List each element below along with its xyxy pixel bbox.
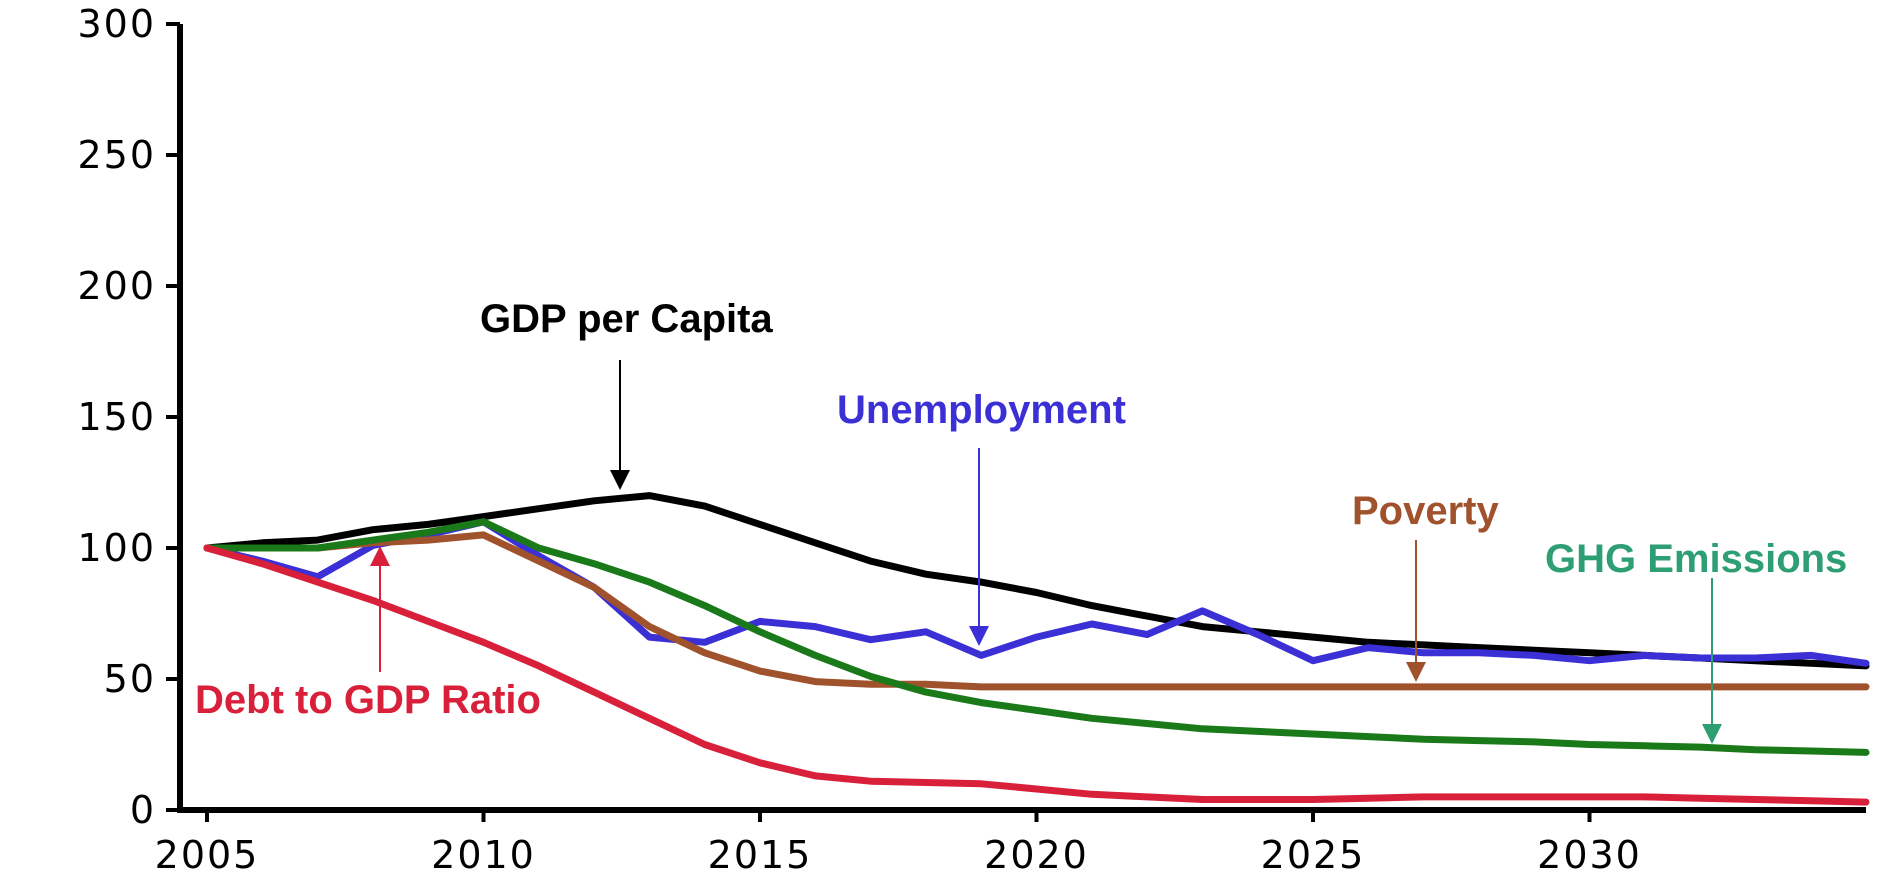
y-tick-label: 0 [130,788,156,832]
x-tick-label: 2005 [155,833,260,874]
x-axis-ticks: 2005 2010 2015 2020 2025 2030 [155,810,1642,874]
series-lines [203,492,1870,806]
series-line-debt-to-gdp-ratio [203,544,1870,806]
unemployment-label: Unemployment [837,388,1126,432]
gdp-per-capita-label: GDP per Capita [480,297,773,341]
series-line-ghg-emissions [203,518,1870,756]
series-line-poverty [203,531,1870,691]
x-tick-label: 2030 [1537,833,1642,874]
y-tick-label: 100 [77,526,156,570]
poverty-label: Poverty [1352,489,1499,533]
y-tick-label: 300 [77,2,156,46]
ghg-emissions-label: GHG Emissions [1545,537,1847,581]
annotations: GDP per Capita Unemployment Poverty GHG … [195,297,1847,744]
y-tick-label: 150 [77,395,156,439]
y-axis-ticks: 0 50 100 150 200 250 300 [77,2,180,832]
x-tick-label: 2015 [708,833,813,874]
y-tick-label: 50 [104,657,156,701]
x-tick-label: 2025 [1261,833,1366,874]
x-tick-label: 2020 [984,833,1089,874]
x-tick-label: 2010 [431,833,536,874]
y-tick-label: 250 [77,133,156,177]
y-tick-label: 200 [77,264,156,308]
debt-to-gdp-label: Debt to GDP Ratio [195,678,541,722]
series-line-gdp-per-capita [203,492,1870,670]
